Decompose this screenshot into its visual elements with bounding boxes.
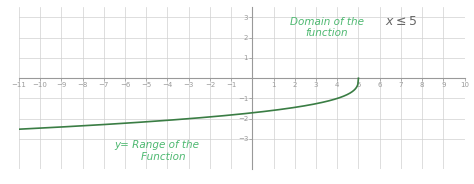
Text: y= Range of the
    Function: y= Range of the Function xyxy=(114,140,200,162)
Text: $x \leq 5$: $x \leq 5$ xyxy=(385,15,417,28)
Text: Domain of the
function: Domain of the function xyxy=(290,17,364,38)
